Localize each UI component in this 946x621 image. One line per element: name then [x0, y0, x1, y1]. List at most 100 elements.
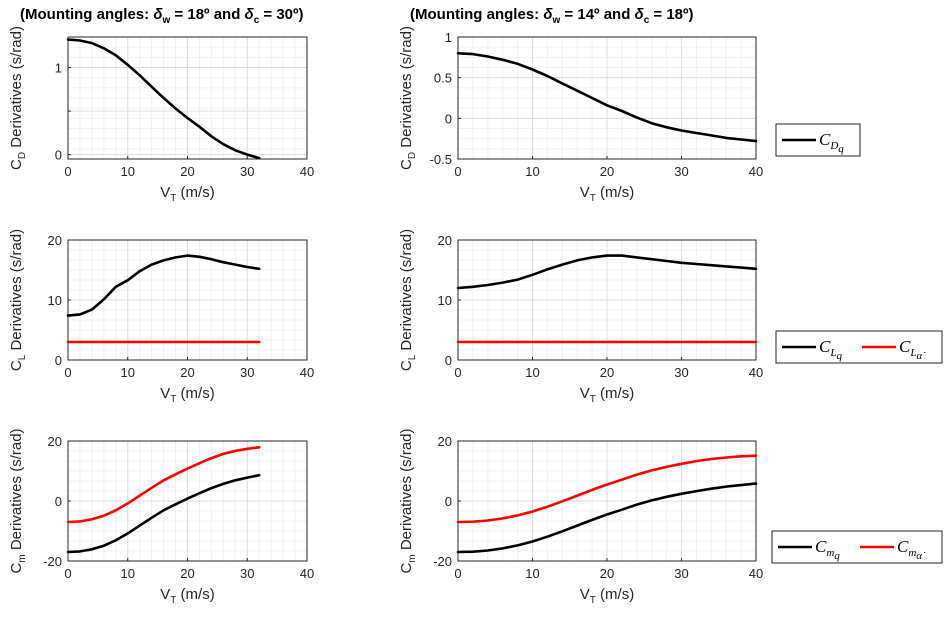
y-tick-label: 10 [48, 293, 62, 308]
x-axis-label-sub: T [590, 595, 596, 606]
y-axis-label-sub: m [407, 554, 418, 562]
y-axis-label: CL Derivatives (s/rad) [398, 229, 418, 371]
x-axis-label-rest: (m/s) [596, 586, 634, 603]
legend-label-sub2: α̇ [916, 350, 926, 362]
y-tick-label: 20 [438, 434, 452, 449]
x-axis-label-sub: T [590, 193, 596, 204]
x-tick-label: 10 [121, 365, 135, 380]
left-column-title: (Mounting angles: δw = 18º and δc = 30º) [20, 6, 304, 26]
red-series-line [456, 454, 758, 524]
black-series-line [66, 254, 261, 317]
x-tick-label: 40 [300, 365, 314, 380]
y-axis-label-rest: Derivatives (s/rad) [398, 428, 415, 554]
black-series-line [456, 254, 758, 290]
y-axis-label: CL Derivatives (s/rad) [8, 229, 28, 371]
x-axis-label-sub: T [170, 595, 176, 606]
x-axis-label: VT (m/s) [160, 184, 214, 204]
y-tick-label: 0.5 [434, 71, 452, 86]
x-tick-label: 40 [300, 566, 314, 581]
y-axis-label-main: C [398, 360, 415, 371]
legend-label-sub: m [826, 547, 834, 559]
y-tick-label: 20 [438, 233, 452, 248]
legend-entry-label: Cmq [815, 537, 840, 562]
y-tick-label: 0 [55, 353, 62, 368]
black-series-line [456, 482, 758, 554]
legend-label-main: C [899, 337, 911, 356]
x-axis-label-main: V [580, 184, 590, 201]
y-tick-label: -0.5 [430, 152, 452, 167]
x-axis-label-rest: (m/s) [596, 385, 634, 402]
y-axis-label: Cm Derivatives (s/rad) [398, 428, 418, 573]
y-axis-label-sub: L [407, 354, 418, 360]
x-axis-label-rest: (m/s) [176, 184, 214, 201]
x-tick-label: 20 [600, 164, 614, 179]
y-tick-label: 1 [55, 61, 62, 76]
y-axis-label-main: C [398, 159, 415, 170]
y-tick-label: 10 [438, 293, 452, 308]
legend-label-sub: m [908, 547, 916, 559]
x-tick-label: 0 [454, 365, 461, 380]
x-tick-label: 20 [180, 164, 194, 179]
legend-1: CDq [775, 123, 861, 157]
x-tick-label: 30 [240, 164, 254, 179]
subplot-1-1: 0 10 20 30 40 0 1 VT (m/s) CD Derivatives (s/rad… [8, 26, 314, 204]
x-axis-label-rest: (m/s) [176, 586, 214, 603]
x-tick-label: 40 [300, 164, 314, 179]
legend-label-main: C [815, 537, 827, 556]
x-tick-label: 0 [64, 566, 71, 581]
legend-label-sub2: q [836, 350, 842, 362]
x-tick-label: 40 [749, 566, 763, 581]
y-axis-label-rest: Derivatives (s/rad) [398, 229, 415, 355]
x-axis-label-rest: (m/s) [596, 184, 634, 201]
y-tick-label: -20 [433, 554, 452, 569]
legend-label-main: C [819, 337, 831, 356]
x-tick-label: 20 [600, 566, 614, 581]
black-series-line [66, 38, 261, 160]
x-tick-label: 40 [749, 164, 763, 179]
y-axis-label-rest: Derivatives (s/rad) [8, 26, 25, 152]
x-tick-label: 20 [600, 365, 614, 380]
y-tick-label: 20 [48, 434, 62, 449]
x-axis-label-sub: T [170, 193, 176, 204]
x-tick-label: 40 [749, 365, 763, 380]
x-tick-label: 0 [64, 164, 71, 179]
x-axis-label-main: V [580, 385, 590, 402]
y-axis-label: Cm Derivatives (s/rad) [8, 428, 28, 573]
x-tick-label: 10 [121, 566, 135, 581]
x-axis-label-sub: T [170, 394, 176, 405]
legend-entry-label: CLα̇ [899, 337, 926, 362]
legend-label-sub2: α̇ [916, 550, 926, 562]
y-axis-label-main: C [8, 360, 25, 371]
y-axis-label-sub: L [17, 354, 28, 360]
legend-label-main: C [819, 130, 831, 149]
x-tick-label: 10 [525, 164, 539, 179]
y-axis-label-main: C [8, 159, 25, 170]
right-column-title: (Mounting angles: δw = 14º and δc = 18º) [410, 6, 694, 26]
y-axis-label-sub: D [407, 152, 418, 159]
y-tick-label: 1 [445, 30, 452, 45]
y-tick-label: 0 [445, 111, 452, 126]
legend-label-main: C [897, 537, 909, 556]
x-tick-label: 20 [180, 365, 194, 380]
x-axis-label: VT (m/s) [580, 385, 634, 405]
x-axis-label: VT (m/s) [580, 586, 634, 606]
x-axis-label: VT (m/s) [160, 586, 214, 606]
x-axis-label-main: V [160, 385, 170, 402]
x-tick-label: 10 [525, 365, 539, 380]
legend-label-sub: L [909, 347, 916, 359]
x-axis-label-rest: (m/s) [176, 385, 214, 402]
x-axis-label-sub: T [590, 394, 596, 405]
y-axis-label: CD Derivatives (s/rad) [8, 26, 28, 170]
x-tick-label: 0 [64, 365, 71, 380]
legend-3: Cmq Cmα̇ [771, 530, 943, 564]
black-series-line [66, 473, 261, 554]
x-axis-label-main: V [160, 586, 170, 603]
y-axis-label-sub: D [17, 152, 28, 159]
red-series-line [66, 445, 261, 524]
x-tick-label: 10 [525, 566, 539, 581]
legend-label-sub: L [829, 347, 836, 359]
